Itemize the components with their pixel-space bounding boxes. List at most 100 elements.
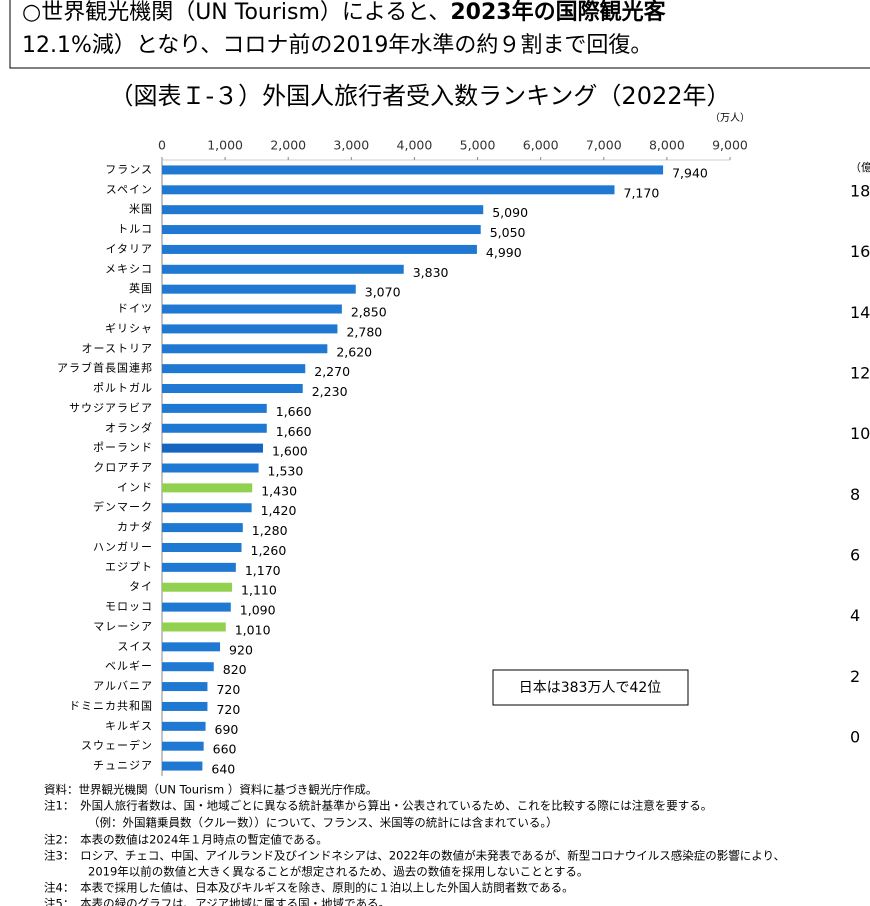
x-tick-label: 1,000 bbox=[207, 138, 243, 153]
category-label: ベルギー bbox=[105, 660, 153, 673]
category-label: タイ bbox=[129, 580, 153, 593]
category-label: デンマーク bbox=[93, 500, 153, 514]
category-label: メキシコ bbox=[105, 262, 153, 275]
bar bbox=[162, 622, 226, 632]
bar bbox=[162, 225, 481, 235]
bar bbox=[162, 562, 236, 572]
category-label: クロアチア bbox=[93, 461, 153, 474]
value-label: 720 bbox=[216, 682, 240, 697]
bar bbox=[162, 364, 306, 374]
bar bbox=[162, 721, 206, 731]
value-label: 4,990 bbox=[486, 245, 522, 260]
category-label: キルギス bbox=[105, 719, 153, 732]
value-label: 640 bbox=[211, 762, 235, 777]
category-label: スウェーデン bbox=[81, 738, 153, 752]
annotation: 日本は383万人で42位 bbox=[519, 680, 662, 696]
bar bbox=[162, 682, 208, 692]
bar bbox=[162, 542, 242, 552]
category-label: エジプト bbox=[105, 560, 153, 573]
bar bbox=[162, 324, 338, 334]
value-label: 690 bbox=[215, 722, 239, 737]
x-tick-label: 3,000 bbox=[333, 138, 369, 153]
chart-title: （図表Ｉ-３）外国人旅行者受入数ランキング（2022年） bbox=[109, 82, 730, 110]
y-tick-label: 18 bbox=[850, 182, 870, 201]
bar bbox=[162, 602, 231, 612]
bar bbox=[162, 503, 252, 513]
value-label: 720 bbox=[216, 702, 240, 717]
x-tick-label: 7,000 bbox=[586, 138, 622, 153]
bar bbox=[162, 205, 484, 215]
bar bbox=[162, 741, 204, 751]
value-label: 1,600 bbox=[272, 444, 308, 459]
category-label: アラブ首長国連邦 bbox=[57, 361, 153, 375]
value-label: 1,010 bbox=[235, 622, 271, 637]
y-tick-label: 12 bbox=[850, 364, 870, 383]
bar bbox=[162, 443, 263, 453]
category-label: ドミニカ共和国 bbox=[69, 699, 153, 712]
footnote: 2019年以前の数値と大きく異なることが想定されるため、過去の数値を採用しないこ… bbox=[88, 865, 588, 879]
value-label: 7,940 bbox=[672, 165, 708, 180]
value-label: 3,830 bbox=[413, 265, 449, 280]
intro-line: 12.1%減）となり、コロナ前の2019年水準の約９割まで回復。 bbox=[22, 33, 652, 58]
bar bbox=[162, 284, 356, 294]
value-label: 1,430 bbox=[261, 483, 297, 498]
value-label: 7,170 bbox=[624, 185, 660, 200]
y-tick-label: 2 bbox=[850, 667, 860, 686]
y-tick-label: 10 bbox=[850, 424, 870, 443]
footnote: 注5： 本表の緑のグラフは、アジア地域に属する国・地域である。 bbox=[44, 897, 390, 906]
category-label: スペイン bbox=[106, 183, 153, 196]
bar bbox=[162, 264, 404, 274]
category-label: オーストリア bbox=[82, 342, 153, 355]
intro-box bbox=[9, 0, 870, 69]
y-tick-label: 14 bbox=[850, 303, 870, 322]
category-label: ドイツ bbox=[117, 302, 153, 315]
value-label: 1,420 bbox=[261, 503, 297, 518]
y-tick-label: 6 bbox=[850, 546, 860, 565]
bar bbox=[162, 304, 342, 314]
value-label: 2,780 bbox=[346, 324, 382, 339]
footnote: 注2： 本表の数値は2024年１月時点の暫定値である。 bbox=[44, 833, 328, 847]
category-label: モロッコ bbox=[105, 600, 153, 613]
value-label: 5,050 bbox=[490, 225, 526, 240]
value-label: 2,230 bbox=[312, 384, 348, 399]
value-label: 1,090 bbox=[240, 603, 276, 618]
bar bbox=[162, 642, 221, 652]
bar bbox=[162, 423, 267, 433]
bar bbox=[162, 662, 214, 672]
value-label: 3,070 bbox=[365, 285, 401, 300]
value-label: 1,280 bbox=[252, 523, 288, 538]
intro-bold: 2023年の国際観光客 bbox=[450, 0, 666, 25]
category-label: ポルトガル bbox=[93, 382, 153, 395]
y-tick-label: 4 bbox=[850, 606, 860, 625]
bar bbox=[162, 701, 208, 711]
category-label: オランダ bbox=[105, 420, 153, 434]
value-label: 5,090 bbox=[492, 205, 528, 220]
bar bbox=[162, 463, 259, 473]
category-label: カナダ bbox=[117, 520, 153, 534]
intro-text: ○世界観光機関（UN Tourism）によると、 bbox=[22, 0, 450, 25]
footnote: 注1： 外国人旅行者数は、国・地域ごとに異なる統計基準から算出・公表されているた… bbox=[44, 799, 712, 813]
value-label: 2,850 bbox=[351, 305, 387, 320]
category-label: サウジアラビア bbox=[69, 401, 153, 414]
bar bbox=[162, 185, 615, 195]
bar bbox=[162, 761, 203, 771]
category-label: ギリシャ bbox=[105, 322, 153, 335]
value-label: 920 bbox=[229, 642, 253, 657]
bar bbox=[162, 523, 243, 533]
value-label: 1,660 bbox=[276, 404, 312, 419]
x-tick-label: 6,000 bbox=[523, 138, 559, 153]
x-tick-label: 0 bbox=[158, 138, 166, 153]
x-tick-label: 4,000 bbox=[397, 138, 433, 153]
value-label: 1,660 bbox=[276, 424, 312, 439]
footnote: （例：外国籍乗員数（クルー数））について、フランス、米国等の統計には含まれている… bbox=[88, 816, 558, 830]
side-axis-unit: （億 bbox=[850, 161, 870, 174]
value-label: 820 bbox=[223, 662, 247, 677]
category-label: トルコ bbox=[117, 223, 153, 236]
category-label: 米国 bbox=[129, 203, 153, 216]
unit-label: （万人） bbox=[710, 112, 750, 124]
bar bbox=[162, 384, 303, 394]
value-label: 1,260 bbox=[251, 543, 287, 558]
bar bbox=[162, 403, 267, 413]
annotation-box bbox=[492, 669, 689, 706]
y-tick-label: 8 bbox=[850, 485, 860, 504]
